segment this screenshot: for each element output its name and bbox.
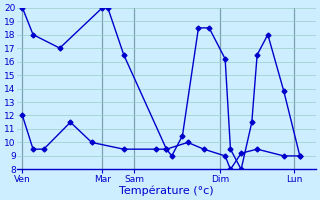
X-axis label: Température (°c): Température (°c) xyxy=(119,185,214,196)
